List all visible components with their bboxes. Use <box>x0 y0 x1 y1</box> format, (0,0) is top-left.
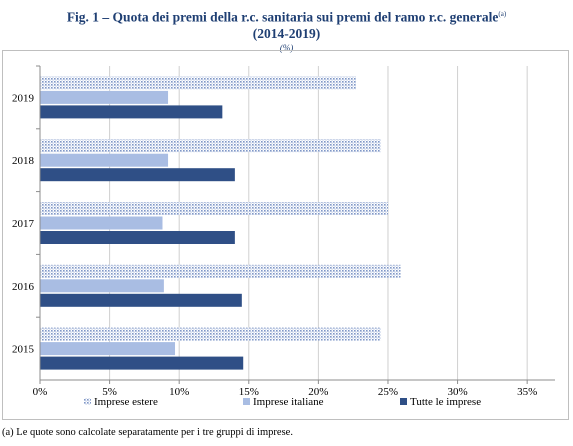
bar-light <box>40 342 176 356</box>
legend-label: Imprese estere <box>94 396 158 408</box>
legend-swatch-dotted <box>84 398 91 405</box>
title-footnote-ref: (a) <box>498 10 507 18</box>
x-tick-label: 20% <box>308 386 328 398</box>
bar-solid <box>40 356 244 370</box>
footnote: (a) Le quote sono calcolate separatament… <box>2 427 293 438</box>
legend-label: Tutte le imprese <box>410 396 481 408</box>
x-tick-label: 35% <box>517 386 537 398</box>
category-label: 2017 <box>12 218 35 230</box>
legend-swatch-light <box>243 398 250 405</box>
bar-dotted <box>40 264 401 278</box>
bar-solid <box>40 293 242 307</box>
bar-dotted <box>40 202 388 215</box>
axes: 0% 5% 10% 15% 20% 25% 30% 35% 2019 2018 2017 2016 20… <box>12 65 555 398</box>
x-tick-label: 5% <box>102 386 117 398</box>
bar-light <box>40 279 164 293</box>
chart-subtitle: (2014-2019) <box>252 25 321 41</box>
category-label: 2018 <box>12 155 35 167</box>
x-tick-label: 0% <box>33 386 48 398</box>
bar-light <box>40 90 169 104</box>
bar-dotted <box>40 327 382 341</box>
category-label: 2015 <box>12 344 35 356</box>
x-tick-label: 10% <box>169 386 189 398</box>
bars <box>40 76 401 370</box>
bar-solid <box>40 231 235 244</box>
chart-title: Fig. 1 – Quota dei premi della r.c. sani… <box>0 6 573 26</box>
category-label: 2016 <box>12 281 35 293</box>
bar-dotted <box>40 139 382 153</box>
legend-swatch-solid <box>400 398 407 405</box>
bar-light <box>40 216 163 230</box>
bar-dotted <box>40 76 356 90</box>
category-label: 2019 <box>12 92 35 104</box>
x-tick-label: 30% <box>447 386 467 398</box>
legend-label: Imprese italiane <box>253 396 324 408</box>
legend: Imprese estere Imprese italiane Tutte le i… <box>84 396 481 408</box>
title-block: Fig. 1 – Quota dei premi della r.c. sani… <box>0 0 573 54</box>
chart-frame <box>2 50 569 420</box>
bar-light <box>40 153 169 167</box>
chart-unit: (%) <box>279 42 294 53</box>
chart-title-text: Fig. 1 – Quota dei premi della r.c. sani… <box>66 9 499 25</box>
x-tick-label: 25% <box>378 386 398 398</box>
bar-solid <box>40 105 223 119</box>
x-tick-label: 15% <box>239 386 259 398</box>
bar-solid <box>40 168 235 182</box>
